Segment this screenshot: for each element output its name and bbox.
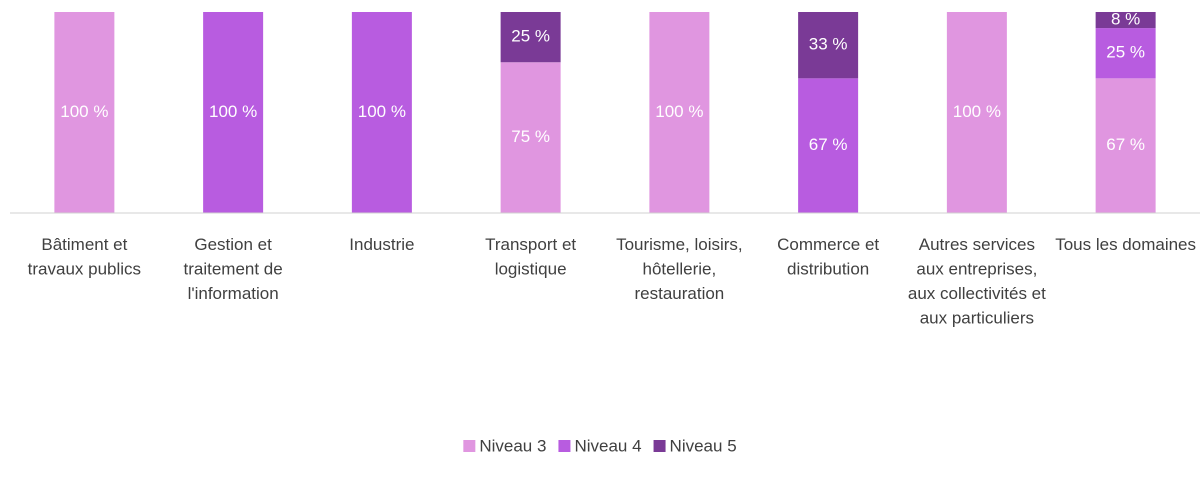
bar-segment (1095, 28, 1156, 79)
data-label: 100 % (209, 102, 257, 121)
x-tick-label: Transport et logistique (485, 235, 576, 279)
data-label: 100 % (60, 102, 108, 121)
bar-segment (1095, 78, 1156, 213)
legend-swatch (558, 440, 571, 452)
x-tick-label: Autres services aux entreprises, aux colle… (908, 235, 1046, 328)
x-tick-label: Industrie (349, 235, 414, 254)
x-tick-label: Tous les domaines (1055, 235, 1196, 254)
data-label: 33 % (809, 35, 848, 54)
legend-label: Niveau 4 (574, 436, 641, 455)
data-label: 100 % (358, 102, 406, 121)
bar-segment (946, 12, 1007, 213)
bar-segment (54, 12, 115, 213)
bar-segment (798, 12, 859, 79)
bar-segment (649, 12, 710, 213)
data-label: 8 % (1111, 10, 1140, 29)
x-tick-label: Bâtiment et travaux publics (28, 235, 141, 279)
data-label: 67 % (1106, 135, 1145, 154)
legend-label: Niveau 3 (479, 436, 546, 455)
data-label: 67 % (809, 135, 848, 154)
x-tick-label: Commerce et distribution (777, 235, 879, 279)
bar-segment (203, 12, 264, 213)
bar-segment (798, 78, 859, 213)
bar-segment (500, 12, 561, 63)
data-label: 75 % (511, 127, 550, 146)
x-tick-label: Gestion et traitement de l'information (184, 235, 283, 303)
bar-segment (500, 62, 561, 213)
x-tick-label: Tourisme, loisirs, hôtellerie, restauratio… (616, 235, 743, 303)
bar-segment (351, 12, 412, 213)
legend-swatch (653, 440, 666, 452)
legend-label: Niveau 5 (670, 436, 737, 455)
data-label: 25 % (1106, 43, 1145, 62)
data-label: 100 % (953, 102, 1001, 121)
data-label: 25 % (511, 27, 550, 46)
bar-segment (1095, 12, 1156, 29)
data-label: 100 % (655, 102, 703, 121)
legend-swatch (463, 440, 476, 452)
